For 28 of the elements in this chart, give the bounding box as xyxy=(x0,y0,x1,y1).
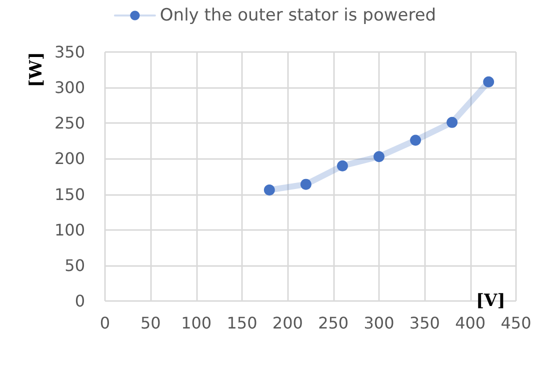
x-tick-label: 150 xyxy=(226,314,258,332)
x-tick-label: 50 xyxy=(140,314,161,332)
y-tick-label: 250 xyxy=(54,114,85,133)
y-tick-label: 200 xyxy=(54,149,85,168)
y-tick-label: 300 xyxy=(54,78,85,98)
legend-label: Only the outer stator is powered xyxy=(160,6,436,26)
point xyxy=(336,160,348,172)
point xyxy=(446,116,458,128)
point xyxy=(483,76,494,88)
x-tick-label: 450 xyxy=(500,314,532,332)
y-tick-label: 350 xyxy=(54,42,85,62)
point xyxy=(410,134,422,146)
point xyxy=(374,151,384,162)
y-tick-label: 50 xyxy=(64,256,85,275)
x-axis-title: [V] xyxy=(476,291,506,311)
y-axis-title: [W] xyxy=(26,52,46,88)
x-tick-label: 300 xyxy=(364,314,394,332)
point xyxy=(264,184,275,196)
x-tick-label: 250 xyxy=(318,314,349,332)
y-tick-label: 0 xyxy=(74,292,85,310)
x-tick-label: 200 xyxy=(272,314,303,332)
x-tick-label: 400 xyxy=(455,314,486,332)
x-tick-label: 350 xyxy=(409,314,440,332)
y-tick-label: 150 xyxy=(54,184,85,204)
y-tick-label: 100 xyxy=(54,220,85,240)
x-tick-label: 100 xyxy=(181,314,212,332)
point xyxy=(300,178,312,190)
x-tick-label: 0 xyxy=(100,314,110,332)
